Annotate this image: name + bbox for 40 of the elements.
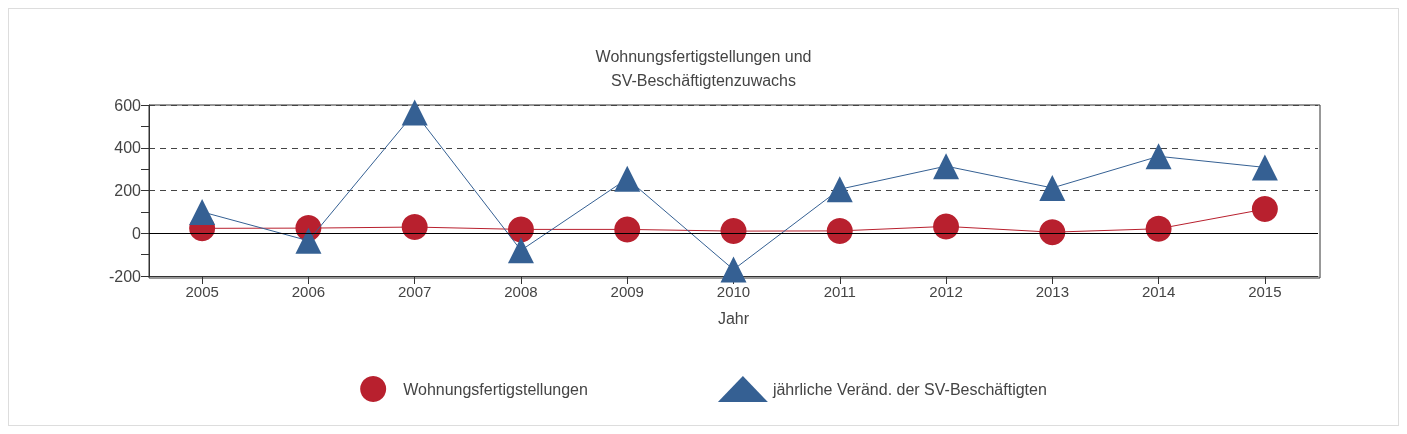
y-tick-label: 400	[114, 139, 142, 157]
point	[720, 256, 747, 283]
x-tick-label: 2005	[185, 283, 219, 300]
point	[1145, 143, 1172, 170]
point	[295, 227, 322, 254]
x-tick-label: 2014	[1141, 283, 1176, 300]
point	[720, 218, 747, 245]
x-tick-label: 2006	[291, 283, 326, 300]
y-tick-label: -200	[108, 267, 142, 285]
point	[826, 217, 853, 244]
x-tick-label: 2007	[397, 283, 432, 300]
x-tick-label: 2011	[823, 283, 856, 300]
y-tick-label: 600	[114, 96, 142, 114]
x-tick-label: 2012	[929, 283, 963, 300]
point	[507, 216, 534, 243]
point	[614, 216, 641, 243]
point	[401, 214, 428, 241]
y-tick-label: 200	[114, 182, 142, 199]
x-tick-label: 2015	[1248, 283, 1282, 300]
point	[1145, 215, 1172, 242]
legend-label: jährliche Veränd. der SV-Beschäftigten	[771, 380, 1047, 398]
point	[507, 237, 534, 264]
point	[614, 165, 641, 192]
point	[1251, 154, 1278, 181]
point	[826, 176, 853, 203]
point	[933, 213, 960, 240]
x-tick-label: 2013	[1035, 283, 1070, 300]
x-tick-label: 2008	[504, 283, 538, 300]
point	[1039, 174, 1066, 201]
legend-label: Wohnungsfertigstellungen	[403, 380, 588, 398]
point	[1039, 219, 1066, 246]
point	[933, 153, 960, 180]
x-tick-label: 2009	[610, 283, 644, 300]
chart-title: Wohnungsfertigstellungen und SV-Beschäftigtenzuwachs	[595, 47, 812, 89]
point	[1251, 196, 1278, 223]
x-tick-label: 2010	[716, 283, 751, 300]
x-axis-title: Jahr	[717, 309, 750, 327]
point	[189, 198, 216, 225]
y-tick-label: 0	[132, 224, 142, 242]
point	[401, 99, 428, 126]
